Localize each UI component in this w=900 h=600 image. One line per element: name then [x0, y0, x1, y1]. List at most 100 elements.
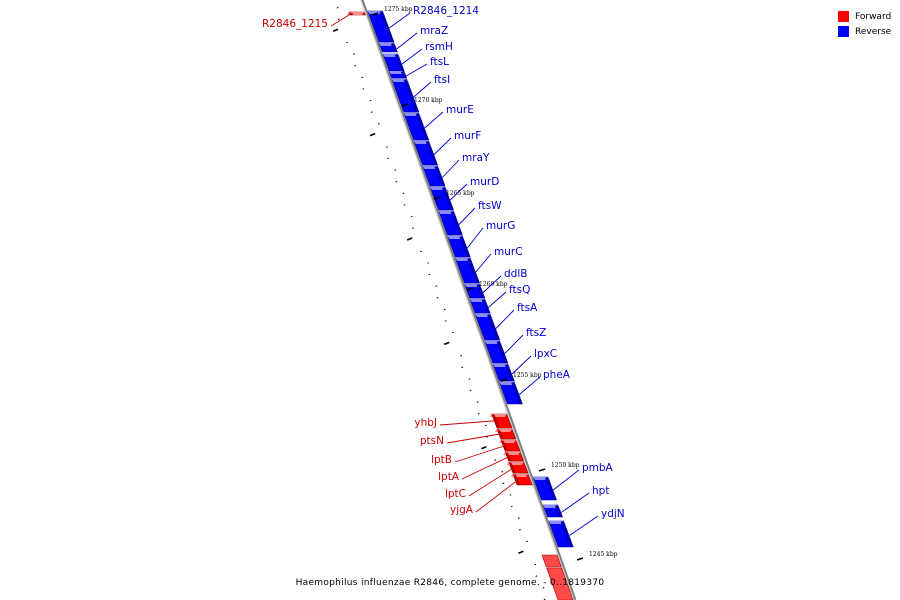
scale-tick	[436, 297, 439, 299]
reverse-swatch	[838, 26, 849, 37]
scale-tick	[526, 540, 528, 543]
scale-tick	[411, 227, 414, 229]
scale-tick	[468, 378, 471, 380]
gene-unlabeled	[546, 567, 574, 600]
reverse-strand-genes	[367, 10, 574, 548]
forward-swatch	[838, 11, 849, 22]
gene-shadow	[487, 314, 500, 340]
leader-line	[406, 63, 428, 77]
kbp-label: 1260 kbp	[479, 281, 508, 288]
gene-shadow	[459, 236, 471, 257]
scale-tick	[518, 529, 521, 531]
scale-tick	[427, 262, 430, 264]
gene-shadow	[504, 364, 515, 381]
kbp-tick	[401, 103, 409, 107]
scale-tick	[394, 169, 397, 171]
gene-ftsL	[388, 70, 408, 79]
scale-tick	[428, 273, 431, 276]
gene-shadow	[442, 187, 454, 210]
gene-shadow	[476, 284, 485, 298]
gene-label-murC: murC	[494, 246, 523, 258]
gene-label-rsmH: rsmH	[425, 41, 453, 53]
gene-shadow	[554, 505, 563, 517]
gene-label-ptsN: ptsN	[420, 435, 444, 447]
kbp-label: 1270 kbp	[414, 97, 443, 104]
scale-tick	[460, 355, 463, 357]
gene-label-lptA: lptA	[438, 471, 460, 483]
leader-line	[449, 183, 468, 201]
gene-pheA	[498, 381, 523, 405]
scale-tick	[517, 517, 520, 519]
scale-tick	[387, 157, 390, 160]
scale-tick	[337, 18, 340, 21]
scale-tick	[501, 471, 504, 473]
gene-label-murG: murG	[486, 220, 515, 232]
kbp-tick	[433, 196, 441, 200]
scale-tick	[443, 341, 450, 346]
gene-label-mraY: mraY	[462, 152, 490, 164]
legend-label-reverse: Reverse	[855, 26, 892, 37]
gene-label-ftsL: ftsL	[430, 56, 449, 68]
gene-shadow	[512, 474, 521, 485]
map-caption: Haemophilus influenzae R2846, complete g…	[295, 578, 605, 588]
gene-shadow	[434, 166, 446, 186]
gene-label-pmbA: pmbA	[582, 462, 614, 474]
gene-mraZ	[378, 42, 398, 53]
kbp-tick	[500, 378, 508, 382]
leader-line	[468, 466, 516, 497]
scale-tick	[476, 401, 479, 403]
gene-shadow	[415, 113, 429, 140]
gene-pmbA	[532, 476, 557, 501]
scale-tick	[362, 88, 365, 90]
gene-lptC	[506, 461, 529, 474]
scale-tick	[518, 550, 524, 554]
gene-label-pheA: pheA	[543, 369, 571, 381]
gene-label-mraZ: mraZ	[420, 25, 448, 37]
gene-shadow	[560, 521, 574, 547]
forward-strand-genes	[346, 11, 574, 600]
leader-line	[458, 207, 476, 225]
gene-label-lptB: lptB	[431, 454, 452, 466]
leader-line	[396, 32, 418, 50]
gene-murD	[429, 186, 454, 211]
gene-label-ftsW: ftsW	[478, 200, 502, 212]
leader-line	[466, 227, 484, 249]
scale-tick	[461, 366, 464, 369]
legend: Forward Reverse	[838, 9, 891, 39]
gene-murC	[454, 257, 480, 284]
gene-label-ftsQ: ftsQ	[509, 284, 530, 296]
gene-label-ftsA: ftsA	[517, 302, 538, 314]
scale-tick	[484, 424, 487, 427]
scale-tick	[443, 308, 446, 311]
gene-ftsZ	[484, 340, 509, 364]
leader-line	[388, 12, 411, 29]
gene-shadow	[505, 452, 512, 461]
gene-shadow	[400, 71, 407, 78]
scale-ticks	[332, 7, 546, 600]
legend-item-forward: Forward	[838, 9, 891, 24]
gene-murF	[413, 140, 439, 166]
gene-shadow	[496, 341, 508, 363]
leader-line	[413, 81, 432, 98]
gene-label-ddlB: ddlB	[504, 268, 527, 280]
leader-line	[552, 469, 580, 491]
gene-unlabeled	[541, 554, 562, 568]
kbp-tick	[576, 557, 584, 561]
kbp-markers: 1275 kbp 1270 kbp 1265 kbp 1260 kbp 1255 kbp…	[371, 6, 618, 561]
leader-line	[504, 334, 524, 354]
scale-tick	[332, 28, 339, 32]
scale-tick	[354, 65, 357, 67]
leader-line	[446, 433, 503, 444]
scale-tick	[336, 7, 339, 9]
gene-label-ftsZ: ftsZ	[526, 327, 546, 339]
gene-shadow	[511, 382, 523, 404]
gene-shadow	[481, 299, 491, 313]
gene-lpxC	[492, 363, 515, 382]
gene-lptB	[498, 439, 521, 452]
scale-tick	[353, 53, 355, 55]
leader-line	[433, 137, 452, 155]
kbp-label: 1250 kbp	[551, 462, 580, 469]
gene-label-murD: murD	[470, 176, 499, 188]
scale-tick	[361, 76, 364, 79]
